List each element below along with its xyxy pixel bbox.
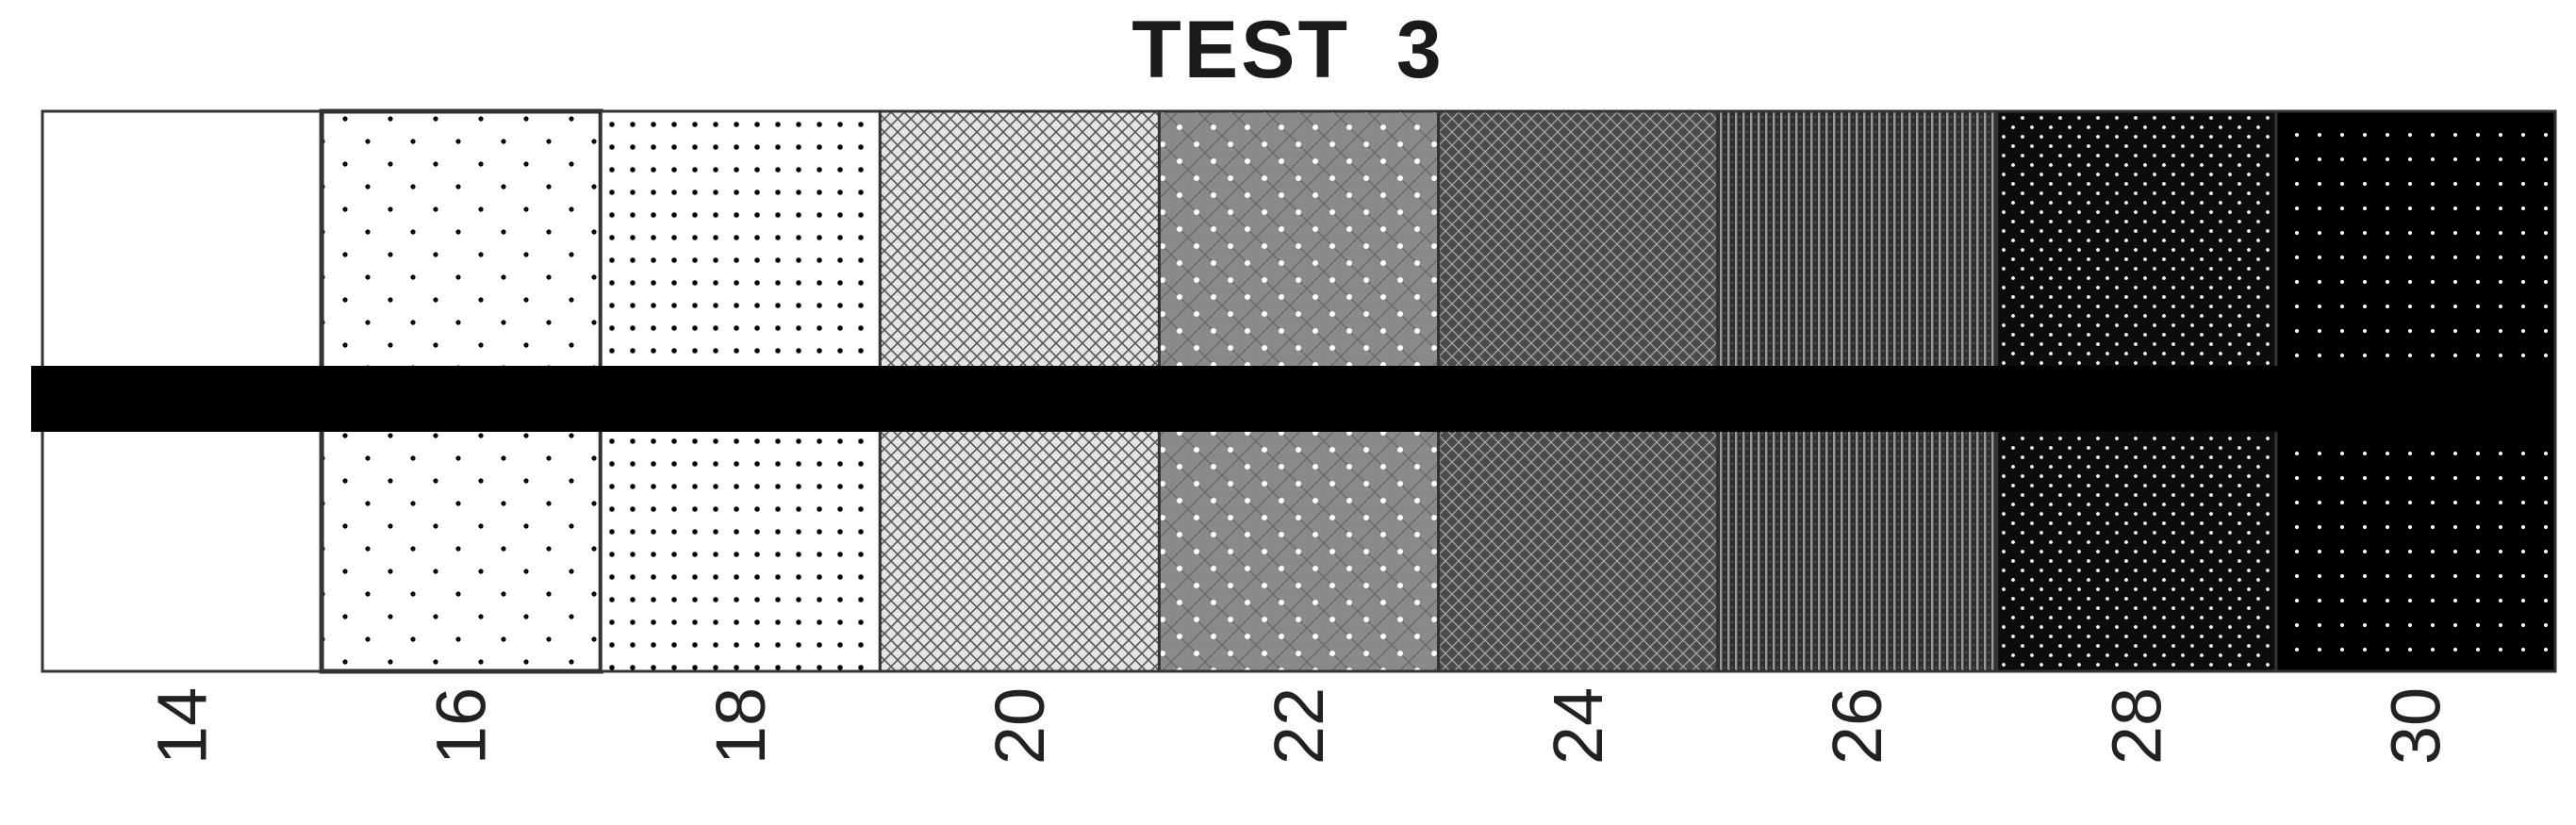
tick-label-14: 14 bbox=[143, 687, 222, 765]
tick-label-20: 20 bbox=[981, 687, 1059, 765]
tick-label-28: 28 bbox=[2097, 687, 2175, 765]
tick-label-18: 18 bbox=[702, 687, 780, 765]
tick-label-24: 24 bbox=[1539, 687, 1617, 765]
tick-label-22: 22 bbox=[1260, 687, 1338, 765]
chart-title: TEST 3 bbox=[1131, 5, 1445, 95]
tick-label-16: 16 bbox=[422, 687, 501, 765]
tick-label-30: 30 bbox=[2376, 687, 2454, 765]
horizontal-band bbox=[31, 366, 2548, 432]
tick-label-26: 26 bbox=[1818, 687, 1896, 765]
